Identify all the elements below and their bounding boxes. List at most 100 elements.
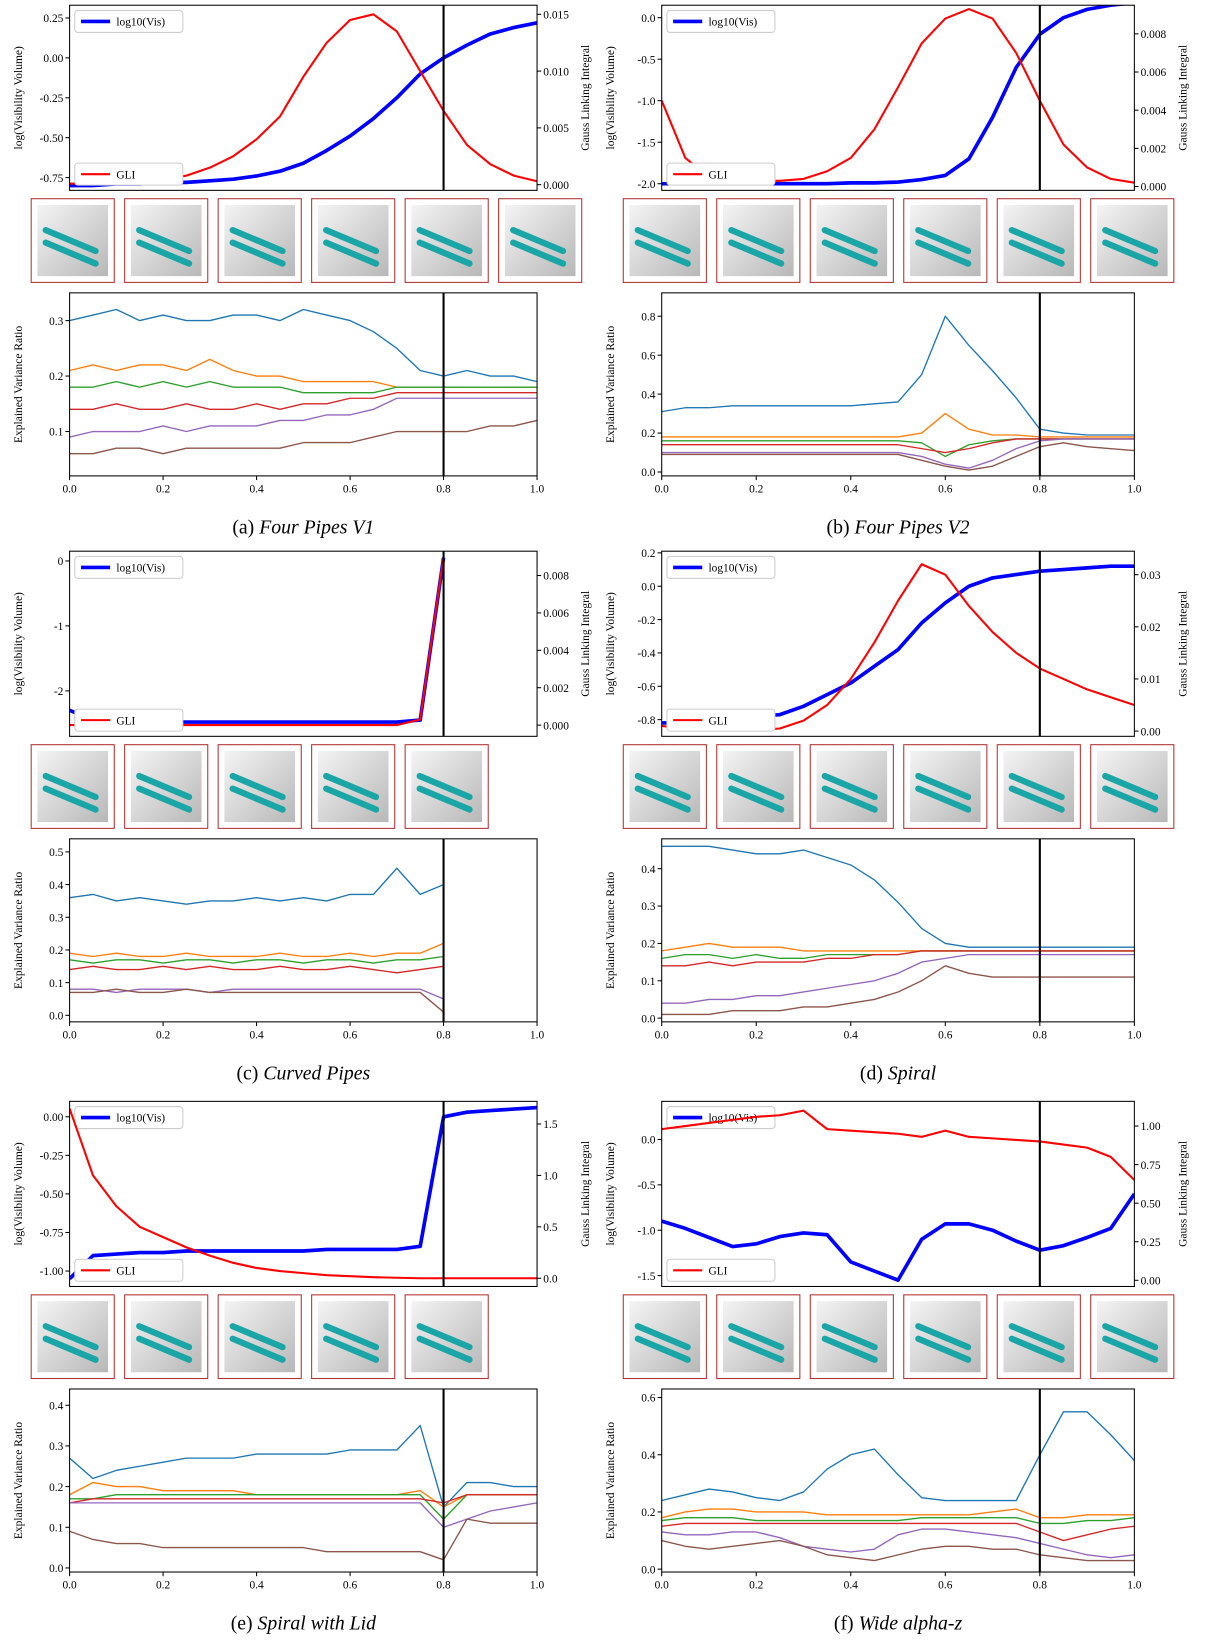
axes-frame (662, 839, 1135, 1022)
x-tick-label: 0.0 (655, 1580, 670, 1592)
y2-tick-label: 0.00 (1141, 726, 1161, 738)
legend-label: GLI (708, 715, 727, 727)
y2-tick-label: 0.006 (543, 608, 569, 620)
series-line (70, 943, 444, 956)
x-tick-label: 0.2 (156, 1580, 171, 1592)
caption: (a) Four Pipes V1 (232, 516, 374, 538)
x-tick-label: 0.8 (436, 1580, 451, 1592)
x-tick-label: 0.6 (343, 1030, 358, 1042)
y-axis-label: Explained Variance Ratio (605, 325, 617, 442)
series-line (70, 393, 537, 410)
legend-label: log10(Vis) (116, 563, 165, 575)
thumbnail (904, 1295, 987, 1379)
y-tick-label: -0.25 (40, 93, 64, 105)
series-line (70, 382, 537, 393)
y2-tick-label: 0.000 (543, 180, 569, 192)
series-line (70, 1108, 537, 1279)
y-tick-label: -0.25 (40, 1151, 64, 1163)
series-line (662, 9, 1135, 183)
series-line (662, 316, 1135, 435)
y2-axis-label: Gauss Linking Integral (1177, 45, 1189, 151)
y-axis-label: log(Visibility Volume) (605, 1142, 617, 1245)
thumbnail (717, 199, 800, 283)
y-tick-label: -0.75 (40, 173, 64, 185)
caption-text: Spiral (888, 1062, 937, 1084)
x-tick-label: 0.4 (844, 1580, 859, 1592)
y-tick-label: -1.5 (637, 137, 655, 149)
series-line (70, 14, 537, 183)
axes-frame (662, 5, 1135, 190)
series-line (70, 966, 444, 973)
caption-label: (e) (231, 1612, 253, 1634)
thumbnail (218, 199, 301, 283)
caption-text: Four Pipes V1 (258, 516, 374, 538)
caption-label: (a) (232, 516, 254, 538)
x-tick-label: 0.4 (249, 1580, 264, 1592)
axes-frame (662, 1389, 1135, 1572)
axes-frame (662, 293, 1135, 476)
axes-frame (662, 1101, 1135, 1286)
legend-label: log10(Vis) (708, 17, 757, 29)
thumbnail (997, 745, 1080, 829)
x-tick-label: 0.2 (749, 484, 764, 496)
thumbnail (810, 745, 893, 829)
thumbnail (31, 199, 114, 283)
series-line (70, 23, 537, 186)
y-tick-label: 0.2 (49, 945, 64, 957)
y-tick-label: 0.1 (49, 1522, 64, 1534)
caption: (e) Spiral with Lid (231, 1612, 376, 1634)
x-tick-label: 0.2 (749, 1030, 764, 1042)
x-tick-label: 1.0 (530, 1580, 545, 1592)
y2-tick-label: 0.03 (1141, 570, 1161, 582)
legend-label: log10(Vis) (116, 17, 165, 29)
y2-axis-label: Gauss Linking Integral (580, 591, 592, 697)
thumbnail (904, 199, 987, 283)
y2-tick-label: 1.5 (543, 1119, 558, 1131)
legend: GLI (667, 163, 775, 185)
y-tick-label: 0.5 (49, 847, 64, 859)
y2-tick-label: 0.015 (543, 9, 569, 21)
thumbnail (405, 745, 488, 829)
y-tick-label: 0.3 (49, 316, 64, 328)
series-line (662, 566, 1135, 723)
legend: GLI (667, 1259, 775, 1281)
legend-label: GLI (708, 1265, 727, 1277)
series-line (70, 989, 444, 1012)
series-line (662, 1529, 1135, 1558)
y2-tick-label: 0.008 (543, 571, 569, 583)
y-tick-label: 0.1 (49, 978, 64, 990)
axes-frame (70, 839, 537, 1022)
y2-tick-label: 0.005 (543, 123, 569, 135)
y2-tick-label: 0.75 (1141, 1160, 1161, 1172)
y-axis-label: Explained Variance Ratio (13, 1422, 25, 1539)
series-line (70, 1495, 537, 1503)
x-tick-label: 0.0 (655, 484, 670, 496)
y2-tick-label: 0.002 (543, 683, 569, 695)
y2-axis-label: Gauss Linking Integral (1177, 1141, 1189, 1247)
series-line (662, 1518, 1135, 1524)
thumbnail (1091, 1295, 1174, 1379)
y-tick-label: 0.4 (641, 389, 656, 401)
x-tick-label: 0.6 (938, 1030, 953, 1042)
y2-tick-label: 0.006 (1141, 67, 1167, 79)
series-line (662, 1541, 1135, 1561)
y-tick-label: 0.3 (49, 912, 64, 924)
y2-tick-label: 0.004 (543, 645, 569, 657)
y-tick-label: 0.0 (641, 1564, 656, 1576)
page: 0.250.00-0.25-0.50-0.750.0000.0050.0100.… (0, 0, 1205, 1640)
y-tick-label: -0.6 (637, 681, 655, 693)
axes-frame (70, 551, 537, 736)
y-tick-label: 0.0 (641, 1013, 656, 1025)
y2-tick-label: 0.50 (1141, 1198, 1161, 1210)
y-tick-label: 0.3 (641, 901, 656, 913)
y-tick-label: 0 (58, 556, 64, 568)
y-tick-label: 0.1 (641, 976, 656, 988)
x-tick-label: 0.4 (249, 1030, 264, 1042)
y-tick-label: 0.0 (641, 13, 656, 25)
thumbnail (810, 199, 893, 283)
x-tick-label: 1.0 (1127, 1030, 1142, 1042)
figure: 0.250.00-0.25-0.50-0.750.0000.0050.0100.… (0, 0, 1205, 1640)
legend: log10(Vis) (667, 10, 775, 32)
y-axis-label: log(Visibility Volume) (605, 46, 617, 149)
series-line (70, 956, 444, 963)
